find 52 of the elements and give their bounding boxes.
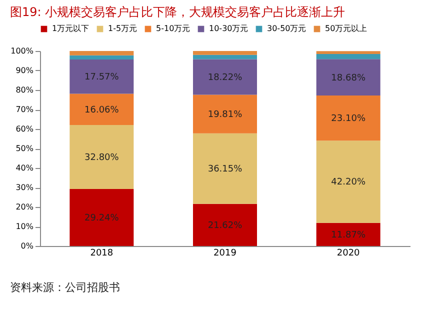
bar — [70, 51, 134, 56]
x-tick-label: 2018 — [90, 248, 114, 258]
bar — [193, 51, 257, 55]
data-label: 18.22% — [208, 72, 243, 83]
y-tick-label: 0% — [20, 242, 34, 250]
y-tick-label: 80% — [16, 86, 34, 94]
data-label: 16.06% — [84, 105, 120, 116]
data-label: 32.80% — [84, 153, 120, 163]
legend-label: 5-10万元 — [156, 24, 190, 33]
y-tick-label: 90% — [16, 66, 34, 75]
bar — [193, 204, 257, 246]
y-tick-label: 100% — [10, 46, 34, 56]
x-tick-label: 2020 — [336, 248, 360, 258]
bar — [193, 94, 257, 134]
bar — [316, 59, 380, 96]
bar — [316, 51, 380, 54]
bar — [70, 94, 134, 126]
legend-label: 10-30万元 — [209, 24, 248, 33]
data-label: 36.15% — [208, 164, 243, 175]
bar — [193, 59, 257, 95]
bar — [316, 140, 380, 223]
y-tick-label: 10% — [16, 222, 34, 231]
data-label: 21.62% — [208, 220, 243, 231]
bar — [70, 125, 134, 189]
bar — [70, 55, 134, 60]
legend-label: 1-5万元 — [108, 24, 138, 33]
data-label: 29.24% — [84, 213, 120, 224]
legend-label: 30-50万元 — [267, 24, 306, 33]
bar — [193, 133, 257, 204]
bar — [316, 222, 380, 246]
legend-label: 1万元以下 — [52, 24, 90, 33]
y-tick-label: 50% — [16, 144, 34, 153]
bar — [316, 54, 380, 60]
chart-title: 图19: 小规模交易客户占比下降，大规模交易客户占比逐渐上升 — [10, 5, 346, 19]
y-tick-label: 70% — [16, 105, 34, 114]
y-tick-label: 20% — [16, 202, 34, 212]
bar — [70, 188, 134, 246]
data-label: 18.68% — [331, 73, 366, 84]
data-label: 17.57% — [84, 72, 120, 83]
x-tick-label: 2019 — [214, 248, 237, 258]
y-tick-label: 40% — [16, 164, 34, 172]
y-tick-label: 30% — [16, 183, 34, 192]
bar — [70, 59, 134, 94]
bar — [193, 54, 257, 60]
data-label: 19.81% — [208, 110, 243, 120]
text: 资料来源：公司招股书 — [10, 281, 120, 294]
data-label: 23.10% — [331, 114, 366, 124]
bar — [316, 96, 380, 141]
data-label: 42.20% — [331, 178, 366, 188]
data-label: 11.87% — [331, 230, 366, 240]
y-tick-label: 60% — [16, 124, 34, 134]
legend-label: 50万元以上 — [325, 24, 368, 33]
